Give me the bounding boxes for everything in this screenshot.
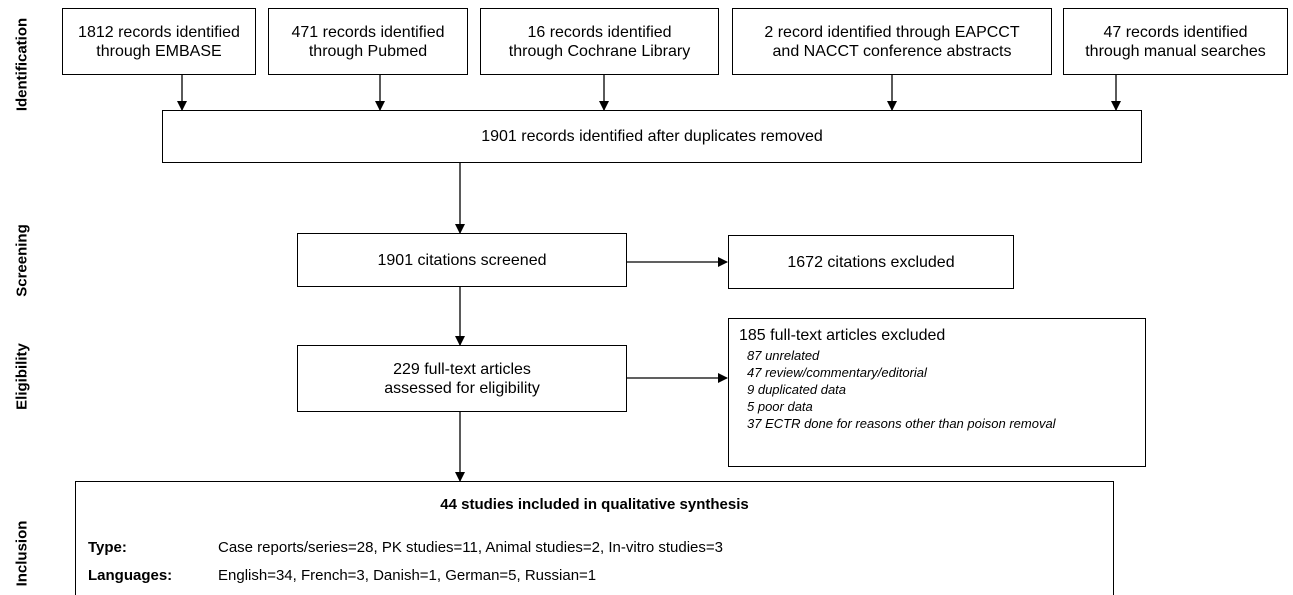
label: Type:: [88, 539, 127, 556]
stage-label: Screening: [13, 224, 31, 297]
text: 1812 records identified: [78, 23, 240, 41]
text: 1901 records identified after duplicates…: [481, 128, 823, 145]
fulltext-excluded-box: 185 full-text articles excluded 87 unrel…: [728, 318, 1146, 467]
stage-label: Eligibility: [13, 343, 31, 410]
text: 185 full-text articles excluded: [739, 327, 946, 344]
source-box: 16 records identified through Cochrane Li…: [480, 8, 719, 75]
stage-label: Identification: [13, 17, 31, 112]
text: through EMBASE: [96, 42, 222, 60]
text: 44 studies included in qualitative synth…: [440, 496, 749, 513]
text: and NACCT conference abstracts: [772, 42, 1012, 60]
source-box: 2 record identified through EAPCCT and NA…: [732, 8, 1052, 75]
text: 229 full-text articles: [393, 360, 531, 378]
text: 16 records identified: [527, 23, 672, 41]
reason: 37 ECTR done for reasons other than pois…: [747, 416, 1056, 431]
reason: 9 duplicated data: [747, 382, 847, 397]
source-box: 1812 records identified through EMBASE: [62, 8, 256, 75]
text: Case reports/series=28, PK studies=11, A…: [218, 539, 723, 556]
text: 47 records identified: [1103, 23, 1248, 41]
text: 1672 citations excluded: [787, 253, 955, 271]
text: 1901 citations screened: [377, 251, 547, 269]
reason: 5 poor data: [747, 399, 813, 414]
text: 471 records identified: [291, 23, 445, 41]
fulltext-box: 229 full-text articles assessed for eligi…: [297, 345, 627, 412]
text: English=34, French=3, Danish=1, German=5…: [218, 567, 597, 584]
label: Languages:: [88, 567, 173, 584]
text: through Pubmed: [308, 42, 428, 60]
text: through manual searches: [1085, 42, 1266, 60]
text: assessed for eligibility: [384, 379, 540, 397]
text: through Cochrane Library: [508, 42, 691, 60]
included-box: 44 studies included in qualitative synth…: [75, 481, 1114, 595]
screened-box: 1901 citations screened: [297, 233, 627, 287]
stage-label: Inclusion: [13, 520, 31, 587]
excluded-box: 1672 citations excluded: [728, 235, 1014, 289]
dedup-box: 1901 records identified after duplicates…: [162, 110, 1142, 163]
source-box: 47 records identified through manual sear…: [1063, 8, 1288, 75]
reason: 87 unrelated: [747, 348, 820, 363]
source-box: 471 records identified through Pubmed: [268, 8, 468, 75]
reason: 47 review/commentary/editorial: [747, 365, 927, 380]
text: 2 record identified through EAPCCT: [764, 23, 1020, 41]
